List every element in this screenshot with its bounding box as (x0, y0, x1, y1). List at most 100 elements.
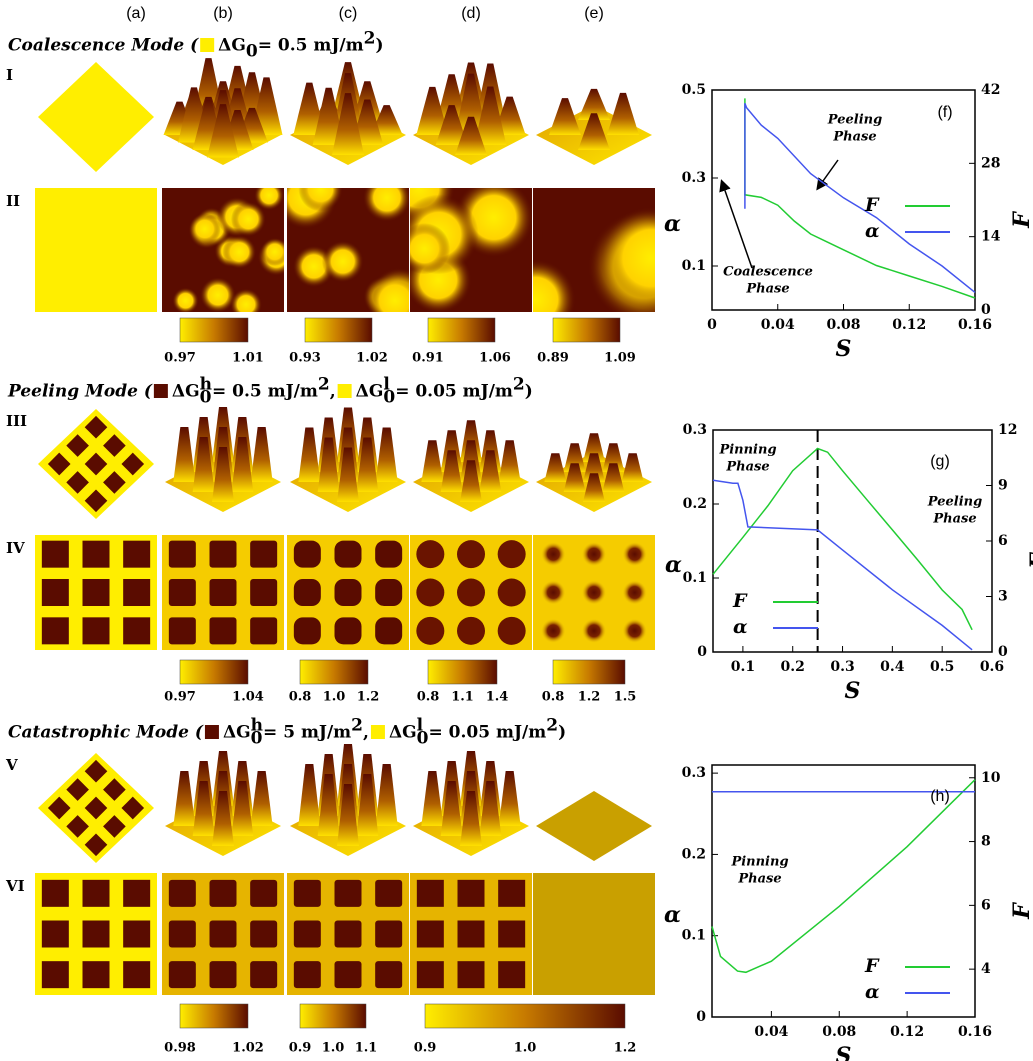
map-spot (169, 541, 196, 568)
colorbar-tick-label: 1.0 (323, 690, 346, 705)
y2-tick-label: 42 (981, 82, 1000, 98)
y2-axis-label: F (1026, 552, 1033, 570)
map-spot (623, 581, 647, 605)
image (35, 873, 157, 995)
y2-tick-label: 0 (981, 302, 991, 318)
mode-header: 2 (546, 716, 558, 736)
mode-header: Peeling Mode ( (7, 382, 153, 402)
map-spot (83, 579, 110, 606)
y-tick-label: 0.5 (682, 82, 706, 98)
peak (499, 440, 521, 482)
map-blob (363, 174, 411, 222)
x-tick-label: 0.16 (958, 317, 992, 333)
x-tick-label: 0.04 (761, 317, 795, 333)
mode-header: ) (558, 723, 566, 743)
image (162, 873, 284, 995)
colorbar-tick-label: 1.5 (614, 690, 637, 705)
mode-header: , (363, 723, 369, 743)
colorbar-tick-label: 1.01 (232, 351, 264, 366)
map-spot (335, 921, 362, 948)
image (162, 535, 284, 650)
mode-header: Catastrophic Mode ( (8, 723, 204, 743)
map-spot (375, 921, 402, 948)
row-label: IV (6, 539, 25, 557)
row-label: II (6, 192, 20, 210)
map-spot (169, 921, 196, 948)
peak (173, 771, 195, 826)
map-spot (42, 617, 69, 644)
colorbar-tick-label: 1.4 (486, 690, 509, 705)
map-spot (42, 921, 69, 948)
map-bg (533, 873, 655, 995)
map-spot (498, 540, 526, 568)
mode-header: 0 (417, 729, 429, 749)
x-tick-label: 0.12 (892, 317, 926, 333)
y-tick-label: 0.2 (683, 496, 707, 512)
map-spot (42, 541, 69, 568)
peak (421, 771, 443, 826)
colorbar-tick-label: 0.9 (289, 1041, 312, 1056)
image (35, 188, 157, 312)
map-spot (123, 579, 150, 606)
map-spot (416, 617, 444, 645)
legend-swatch (154, 384, 168, 398)
y-tick-label: 0.2 (682, 846, 706, 862)
map-spot (123, 880, 150, 907)
y2-axis-label: F (1009, 211, 1033, 229)
legend-label: α (865, 220, 880, 242)
colorbar-tick-label: 1.2 (614, 1041, 637, 1056)
mode-header: 0 (246, 42, 258, 62)
map-blob (230, 289, 262, 321)
mode-header: 2 (364, 29, 376, 49)
y-tick-label: 0 (696, 1009, 706, 1025)
colorbar-tick-label: 1.04 (232, 690, 264, 705)
colorbar-tick-label: 0.98 (164, 1041, 196, 1056)
mode-header: 0 (251, 729, 263, 749)
map-spot (335, 579, 362, 606)
image (410, 873, 532, 995)
y2-tick-label: 12 (998, 422, 1017, 438)
map-spot (458, 961, 485, 988)
panel-label: (f) (937, 104, 952, 121)
annotation: Phase (832, 130, 876, 145)
legend-label: F (864, 194, 880, 216)
map-spot (375, 961, 402, 988)
map-spot (375, 880, 402, 907)
peak (376, 764, 398, 826)
map-spot (375, 617, 402, 644)
map-spot (416, 579, 444, 607)
arrow (818, 160, 838, 188)
colorbar (305, 318, 372, 342)
peak (298, 764, 320, 826)
map-spot (416, 540, 444, 568)
map-blob (189, 213, 221, 245)
annotation: Phase (737, 872, 781, 887)
row-label: VI (5, 877, 25, 895)
map-spot (169, 579, 196, 606)
peak (298, 427, 320, 482)
column-label: (d) (461, 5, 481, 22)
y-tick-label: 0.3 (682, 765, 706, 781)
map-spot (541, 619, 565, 643)
x-axis-label: S (836, 1043, 852, 1061)
map-spot (42, 961, 69, 988)
row-label: V (5, 756, 18, 774)
colorbar-tick-label: 0.8 (542, 690, 565, 705)
map-spot (210, 961, 237, 988)
map-spot (250, 961, 277, 988)
map-spot (210, 617, 237, 644)
y2-tick-label: 8 (981, 834, 991, 850)
legend-label: F (732, 590, 748, 612)
map-blob (322, 241, 364, 283)
surface (38, 62, 154, 172)
annotation: Peeling (927, 495, 982, 510)
mode-header: ) (525, 382, 533, 402)
colorbar-tick-label: 1.0 (322, 1041, 345, 1056)
y2-tick-label: 0 (998, 644, 1008, 660)
map-spot (294, 541, 321, 568)
x-tick-label: 0.4 (880, 659, 905, 675)
colorbar-tick-label: 1.02 (356, 351, 388, 366)
map-spot (417, 961, 444, 988)
map-spot (83, 921, 110, 948)
image (533, 535, 655, 650)
